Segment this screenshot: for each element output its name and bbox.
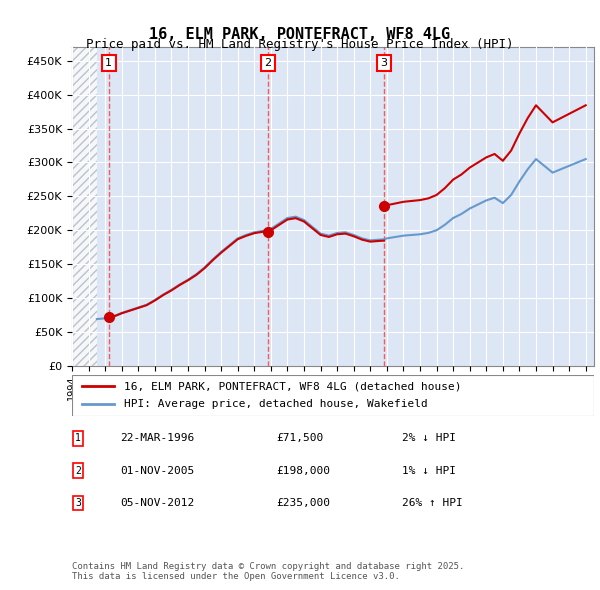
Text: 16, ELM PARK, PONTEFRACT, WF8 4LG (detached house): 16, ELM PARK, PONTEFRACT, WF8 4LG (detac… — [124, 381, 462, 391]
Text: 3: 3 — [380, 58, 388, 68]
Text: 1: 1 — [105, 58, 112, 68]
Text: 16, ELM PARK, PONTEFRACT, WF8 4LG: 16, ELM PARK, PONTEFRACT, WF8 4LG — [149, 27, 451, 41]
Text: £71,500: £71,500 — [276, 433, 323, 443]
Text: £198,000: £198,000 — [276, 466, 330, 476]
Text: 05-NOV-2012: 05-NOV-2012 — [120, 498, 194, 508]
Bar — [72, 47, 97, 366]
Text: 3: 3 — [75, 498, 81, 508]
Text: 26% ↑ HPI: 26% ↑ HPI — [402, 498, 463, 508]
Bar — [72, 47, 97, 366]
Text: 01-NOV-2005: 01-NOV-2005 — [120, 466, 194, 476]
Text: 2: 2 — [75, 466, 81, 476]
Text: Price paid vs. HM Land Registry's House Price Index (HPI): Price paid vs. HM Land Registry's House … — [86, 38, 514, 51]
Text: HPI: Average price, detached house, Wakefield: HPI: Average price, detached house, Wake… — [124, 399, 428, 409]
Text: 22-MAR-1996: 22-MAR-1996 — [120, 433, 194, 443]
Text: 2: 2 — [265, 58, 272, 68]
FancyBboxPatch shape — [72, 375, 594, 416]
Text: 2% ↓ HPI: 2% ↓ HPI — [402, 433, 456, 443]
Text: 1% ↓ HPI: 1% ↓ HPI — [402, 466, 456, 476]
Text: £235,000: £235,000 — [276, 498, 330, 508]
Text: 1: 1 — [75, 433, 81, 443]
Text: Contains HM Land Registry data © Crown copyright and database right 2025.
This d: Contains HM Land Registry data © Crown c… — [72, 562, 464, 581]
